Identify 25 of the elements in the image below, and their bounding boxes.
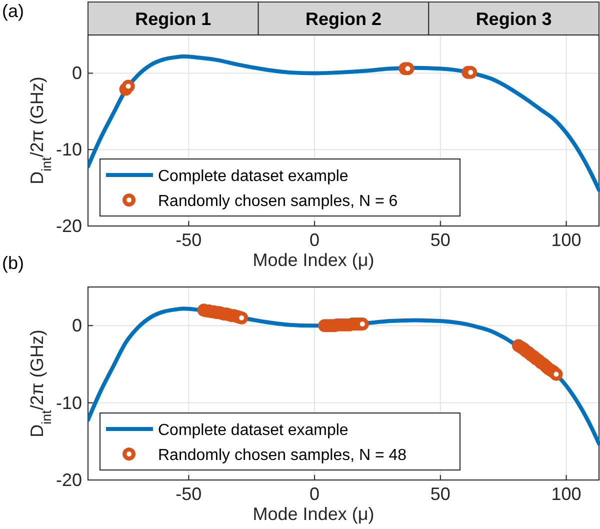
y-tick-label: -10 — [56, 140, 82, 160]
legend-label: Randomly chosen samples, N = 48 — [158, 447, 407, 464]
y-tick-label: -20 — [56, 470, 82, 490]
y-tick-label: -20 — [56, 216, 82, 236]
x-tick-label: 50 — [430, 230, 450, 250]
legend-label: Complete dataset example — [158, 422, 348, 439]
x-axis-title: Mode Index (μ) — [252, 504, 374, 524]
legend-label: Randomly chosen samples, N = 6 — [158, 193, 398, 210]
text: Region 1 — [135, 9, 212, 29]
y-tick-label: 0 — [72, 316, 82, 336]
text: Region 3 — [476, 9, 552, 29]
x-tick-label: 0 — [310, 230, 320, 250]
x-tick-label: 100 — [551, 230, 582, 250]
x-tick-label: -50 — [176, 484, 202, 504]
x-tick-label: 50 — [430, 484, 450, 504]
legend-label: Complete dataset example — [158, 168, 348, 185]
x-tick-label: 0 — [310, 484, 320, 504]
text: (a) — [2, 1, 24, 21]
y-tick-label: 0 — [72, 63, 82, 84]
x-axis-title: Mode Index (μ) — [252, 250, 374, 270]
text: Region 2 — [305, 9, 382, 29]
x-tick-label: -50 — [176, 230, 202, 250]
x-tick-label: 100 — [551, 484, 582, 504]
text: (b) — [2, 253, 24, 273]
y-tick-label: -10 — [56, 392, 82, 413]
